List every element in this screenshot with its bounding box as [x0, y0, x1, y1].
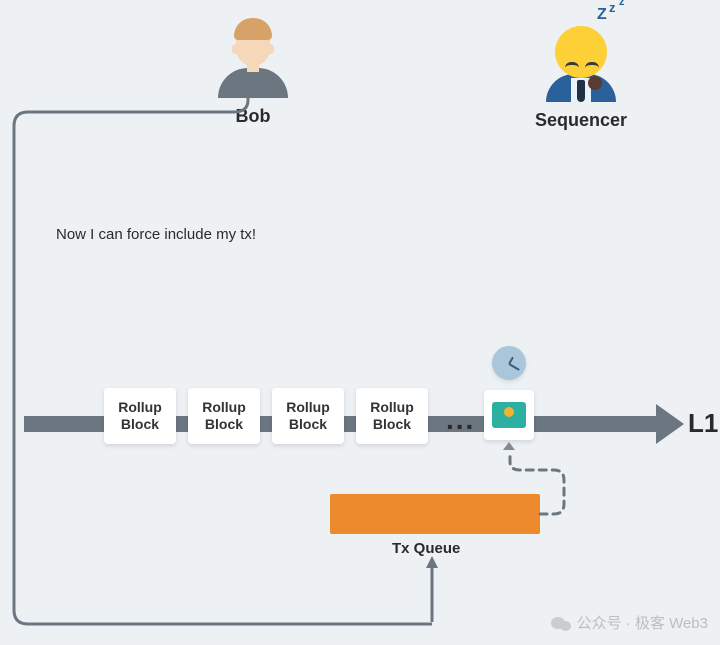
sleep-z-icon: Z — [597, 6, 607, 24]
rollup-block: RollupBlock — [272, 388, 344, 444]
tx-pointer-icon — [503, 442, 515, 450]
watermark: 公众号 · 极客 Web3 — [551, 612, 708, 633]
wechat-icon — [551, 615, 571, 631]
bob-speech-text: Now I can force include my tx! — [56, 226, 256, 243]
block-label-l2: Block — [121, 416, 159, 432]
block-label-l1: Rollup — [286, 399, 330, 415]
sequencer-face — [555, 26, 607, 78]
sleep-z-icon: z — [609, 0, 616, 15]
bob-ear-left — [232, 44, 239, 54]
tx-picture-icon — [492, 402, 526, 428]
bob-figure — [218, 18, 288, 98]
sequencer-eye-left — [565, 62, 579, 68]
bob-ear-right — [267, 44, 274, 54]
sleep-z-icon: z — [619, 0, 625, 8]
block-label-l1: Rollup — [202, 399, 246, 415]
tx-sun-icon — [504, 407, 514, 417]
bob-shoulders — [218, 68, 288, 98]
watermark-text: 公众号 · 极客 Web3 — [577, 612, 708, 633]
rollup-block: RollupBlock — [356, 388, 428, 444]
tx-queue-box — [330, 494, 540, 534]
sequencer-figure: Z z z — [541, 12, 621, 102]
bob-label: Bob — [208, 106, 298, 127]
forced-tx-box — [484, 390, 534, 440]
block-label-l2: Block — [205, 416, 243, 432]
pipe-to-queue-arrowhead — [426, 556, 438, 568]
sequencer-label: Sequencer — [526, 110, 636, 131]
clock-icon — [492, 346, 526, 380]
l1-axis-arrowhead — [656, 404, 684, 444]
actor-bob: Bob — [208, 18, 298, 127]
block-label-l2: Block — [373, 416, 411, 432]
sequencer-mouth — [588, 76, 602, 90]
bob-pipe-connector — [14, 88, 432, 624]
sequencer-eye-right — [585, 62, 599, 68]
l1-axis-label: L1 — [688, 408, 718, 439]
block-label-l2: Block — [289, 416, 327, 432]
block-label-l1: Rollup — [118, 399, 162, 415]
sequencer-tie — [577, 80, 585, 102]
actor-sequencer: Z z z Sequencer — [526, 12, 636, 131]
tx-queue-label: Tx Queue — [392, 540, 460, 557]
block-label-l1: Rollup — [370, 399, 414, 415]
rollup-block: RollupBlock — [188, 388, 260, 444]
ellipsis: ... — [446, 404, 475, 436]
rollup-block: RollupBlock — [104, 388, 176, 444]
bob-hair — [234, 18, 272, 40]
